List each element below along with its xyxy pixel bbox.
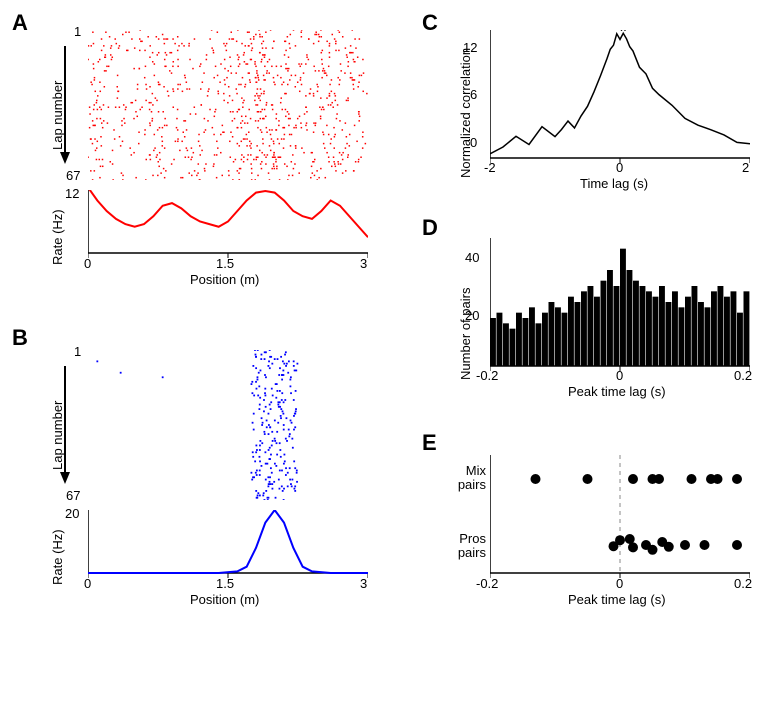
panel-a-label: A xyxy=(12,10,28,36)
panel-e-ylabel-mix: Mixpairs xyxy=(450,464,486,493)
panel-b-rate-xtick2: 3 xyxy=(360,576,367,591)
panel-a-raster-ytick-67: 67 xyxy=(66,168,80,183)
panel-d-xlabel: Peak time lag (s) xyxy=(568,384,666,399)
panel-c-ytick0: 0 xyxy=(470,135,477,150)
panel-b-rate-ylabel: Rate (Hz) xyxy=(50,529,65,585)
panel-b-raster-ytick-1: 1 xyxy=(74,344,81,359)
panel-b-rate-xtick0: 0 xyxy=(84,576,91,591)
svg-text:*: * xyxy=(619,30,627,43)
panel-b-rate-ytick: 20 xyxy=(65,506,79,521)
panel-b-label: B xyxy=(12,325,28,351)
panel-b-rate-xlabel: Position (m) xyxy=(190,592,259,607)
panel-b-rate-plot xyxy=(88,510,368,585)
panel-e-xlabel: Peak time lag (s) xyxy=(568,592,666,607)
panel-d-ytick0: 20 xyxy=(465,308,479,323)
panel-d-ytick1: 40 xyxy=(465,250,479,265)
panel-a-rate-plot xyxy=(88,190,368,265)
panel-d-ylabel: Number of pairs xyxy=(458,288,473,380)
panel-e-xtick1: 0 xyxy=(616,576,623,591)
panel-a-rate-xlabel: Position (m) xyxy=(190,272,259,287)
panel-c-plot: * xyxy=(490,30,750,170)
panel-a-rate-xtick2: 3 xyxy=(360,256,367,271)
panel-b-rate-xtick1: 1.5 xyxy=(216,576,234,591)
panel-c-xlabel: Time lag (s) xyxy=(580,176,648,191)
panel-e-xtick0: -0.2 xyxy=(476,576,498,591)
panel-b-raster-ytick-67: 67 xyxy=(66,488,80,503)
panel-e-scatter xyxy=(490,455,750,585)
panel-c-ylabel: Normalized correlation xyxy=(458,48,473,178)
panel-c-label: C xyxy=(422,10,438,36)
panel-b-arrow-icon xyxy=(58,366,72,484)
panel-b-raster xyxy=(88,350,368,500)
panel-e-xtick2: 0.2 xyxy=(734,576,752,591)
panel-d-xtick2: 0.2 xyxy=(734,368,752,383)
panel-c-xtick0: -2 xyxy=(484,160,496,175)
panel-d-histogram xyxy=(490,238,750,378)
panel-a-rate-ylabel: Rate (Hz) xyxy=(50,209,65,265)
panel-d-xtick1: 0 xyxy=(616,368,623,383)
panel-d-label: D xyxy=(422,215,438,241)
panel-a-raster xyxy=(88,30,368,180)
panel-a-arrow-icon xyxy=(58,46,72,164)
panel-a-raster-ytick-1: 1 xyxy=(74,24,81,39)
panel-c-xtick2: 2 xyxy=(742,160,749,175)
panel-a-rate-xtick0: 0 xyxy=(84,256,91,271)
figure-container: A Lap number 1 67 Rate (Hz) Position (m)… xyxy=(10,10,767,693)
panel-e-ylabel-pros: Prospairs xyxy=(450,532,486,561)
panel-e-label: E xyxy=(422,430,437,456)
panel-a-rate-xtick1: 1.5 xyxy=(216,256,234,271)
panel-c-ytick1: 6 xyxy=(470,87,477,102)
panel-d-xtick0: -0.2 xyxy=(476,368,498,383)
panel-a-rate-ytick: 12 xyxy=(65,186,79,201)
panel-c-xtick1: 0 xyxy=(616,160,623,175)
panel-c-ytick2: 12 xyxy=(463,40,477,55)
